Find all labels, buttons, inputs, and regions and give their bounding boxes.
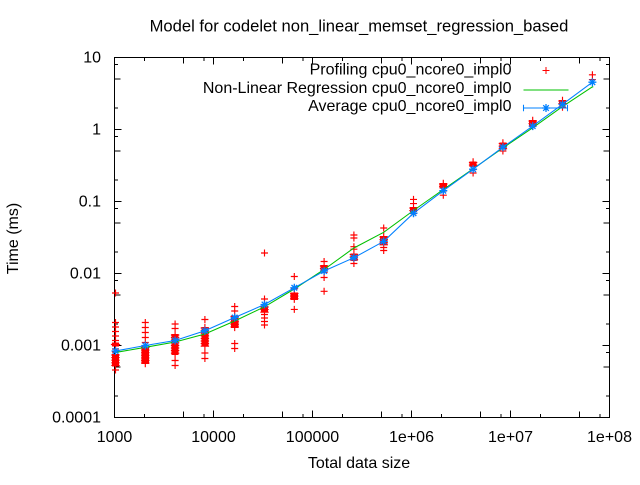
svg-text:0.001: 0.001 xyxy=(61,338,101,355)
svg-text:Non-Linear Regression cpu0_nco: Non-Linear Regression cpu0_ncore0_impl0 xyxy=(203,80,512,97)
svg-text:10: 10 xyxy=(83,50,101,67)
svg-text:Total data size: Total data size xyxy=(308,455,410,472)
svg-text:0.1: 0.1 xyxy=(79,194,101,211)
svg-text:0.0001: 0.0001 xyxy=(52,410,101,427)
svg-text:1000: 1000 xyxy=(97,429,133,446)
svg-text:Profiling cpu0_ncore0_impl0: Profiling cpu0_ncore0_impl0 xyxy=(310,62,512,79)
svg-text:Time (ms): Time (ms) xyxy=(5,203,22,274)
svg-text:1e+08: 1e+08 xyxy=(587,429,632,446)
svg-text:100000: 100000 xyxy=(286,429,339,446)
svg-text:1e+07: 1e+07 xyxy=(488,429,533,446)
svg-text:10000: 10000 xyxy=(191,429,236,446)
svg-text:Average cpu0_ncore0_impl0: Average cpu0_ncore0_impl0 xyxy=(308,98,512,115)
svg-text:1: 1 xyxy=(92,122,101,139)
svg-text:Model for codelet non_linear_m: Model for codelet non_linear_memset_regr… xyxy=(150,17,569,36)
svg-text:0.01: 0.01 xyxy=(70,266,101,283)
svg-text:1e+06: 1e+06 xyxy=(389,429,434,446)
